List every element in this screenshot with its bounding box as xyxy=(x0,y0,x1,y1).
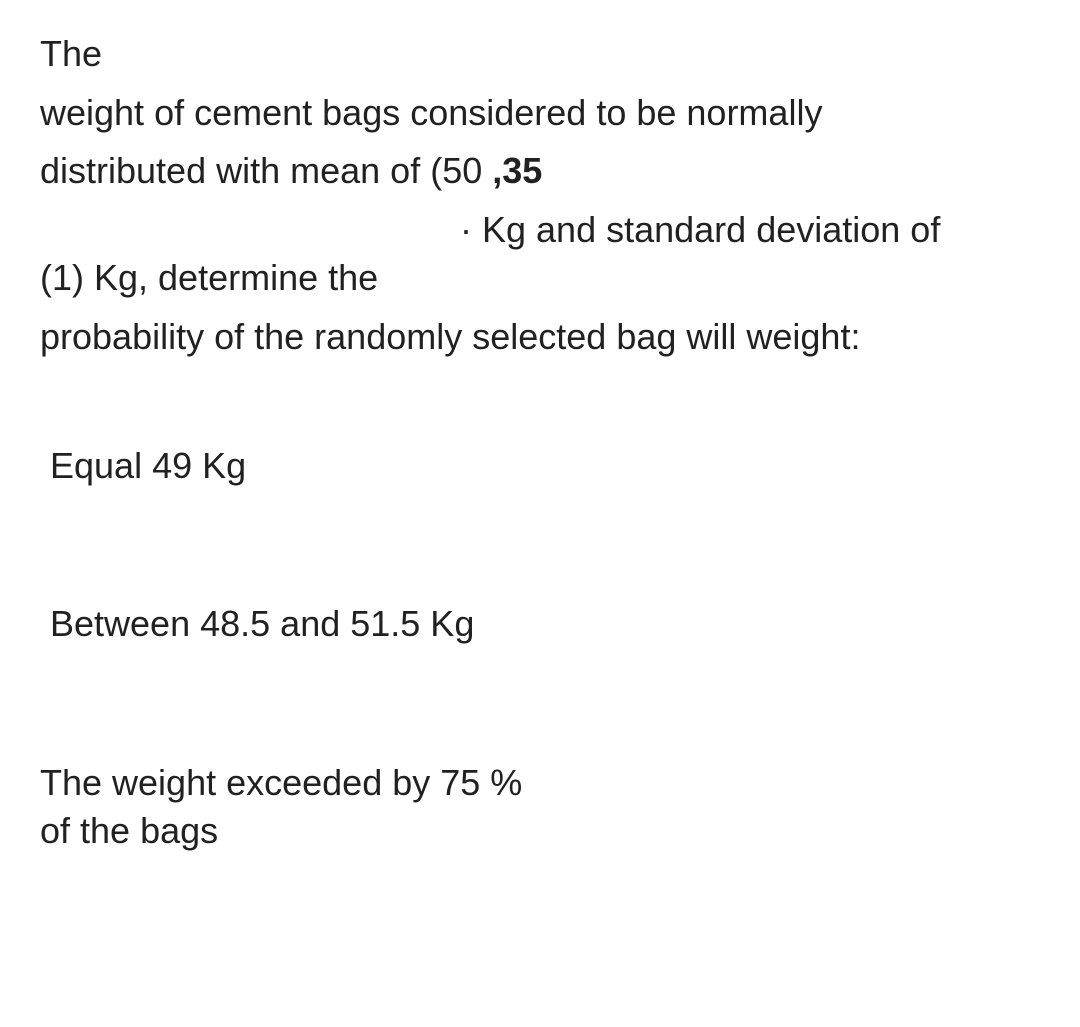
problem-line-4: · Kg and standard deviation of xyxy=(40,206,1040,255)
answer-option-c: The weight exceeded by 75 % of the bags xyxy=(40,759,1040,856)
problem-line-6: probability of the randomly selected bag… xyxy=(40,313,1040,362)
answer-option-b: Between 48.5 and 51.5 Kg xyxy=(40,600,1040,649)
answer-option-a: Equal 49 Kg xyxy=(40,442,1040,491)
problem-line-3: distributed with mean of (50 ,35 xyxy=(40,147,1040,196)
answer-option-c-line1: The weight exceeded by 75 % xyxy=(40,759,1040,808)
problem-line-3-bold: ,35 xyxy=(492,150,542,191)
problem-line-1: The xyxy=(40,30,1040,79)
problem-line-5: (1) Kg, determine the xyxy=(40,254,1040,303)
problem-statement: The weight of cement bags considered to … xyxy=(40,30,1040,362)
problem-line-3-part1: distributed with mean of (50 xyxy=(40,150,492,191)
problem-line-2: weight of cement bags considered to be n… xyxy=(40,89,1040,138)
answer-option-c-line2: of the bags xyxy=(40,807,1040,856)
